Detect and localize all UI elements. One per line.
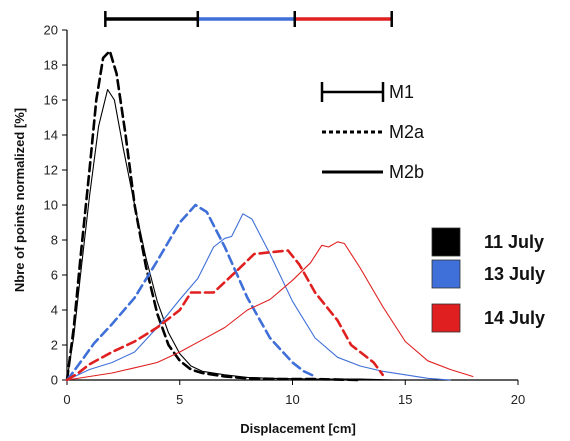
range-bars [104, 11, 393, 27]
legend-label-m1: M1 [389, 82, 414, 102]
y-tick-label: 10 [44, 198, 58, 213]
y-tick-label: 8 [51, 233, 58, 248]
date-legend: 11 July 13 July 14 July [431, 227, 545, 333]
legend-date-11-july: 11 July [484, 232, 544, 252]
y-tick-label: 18 [44, 58, 58, 73]
legend-swatch-14-july [431, 303, 461, 333]
legend-label-m2b: M2b [389, 162, 424, 182]
axes: 0 2 4 6 8 10 12 14 16 18 20 0 5 10 15 20 [44, 23, 526, 408]
series-14-july-m2b [66, 241, 474, 381]
x-axis-title: Displacement [cm] [240, 421, 356, 436]
legend-swatch-13-july [431, 259, 461, 289]
y-tick-label: 12 [44, 163, 58, 178]
x-tick-label: 15 [398, 392, 412, 407]
y-tick-label: 0 [51, 373, 58, 388]
y-tick-label: 14 [44, 128, 58, 143]
x-tick-label: 10 [285, 392, 299, 407]
y-axis-title: Nbre of points normalized [%] [12, 108, 27, 292]
series-11-july-m2b [66, 88, 395, 381]
legend-date-14-july: 14 July [484, 308, 545, 328]
x-tick-label: 5 [176, 392, 183, 407]
y-tick-label: 16 [44, 93, 58, 108]
y-tick-label: 4 [51, 303, 58, 318]
legend-label-m2a: M2a [389, 122, 425, 142]
x-tick-label: 0 [63, 392, 70, 407]
legend-date-13-july: 13 July [484, 264, 545, 284]
legend-swatch-11-july [431, 227, 461, 257]
method-legend: M1 M2a M2b [320, 82, 425, 182]
y-tick-label: 6 [51, 268, 58, 283]
y-tick-label: 20 [44, 23, 58, 38]
data-lines [65, 49, 474, 382]
y-tick-label: 2 [51, 338, 58, 353]
series-13-july-m2a [65, 203, 317, 382]
series-14-july-m2a [65, 249, 384, 382]
series-13-july-m2b [66, 213, 451, 381]
x-tick-label: 20 [511, 392, 525, 407]
series-11-july-m2a [65, 49, 362, 382]
